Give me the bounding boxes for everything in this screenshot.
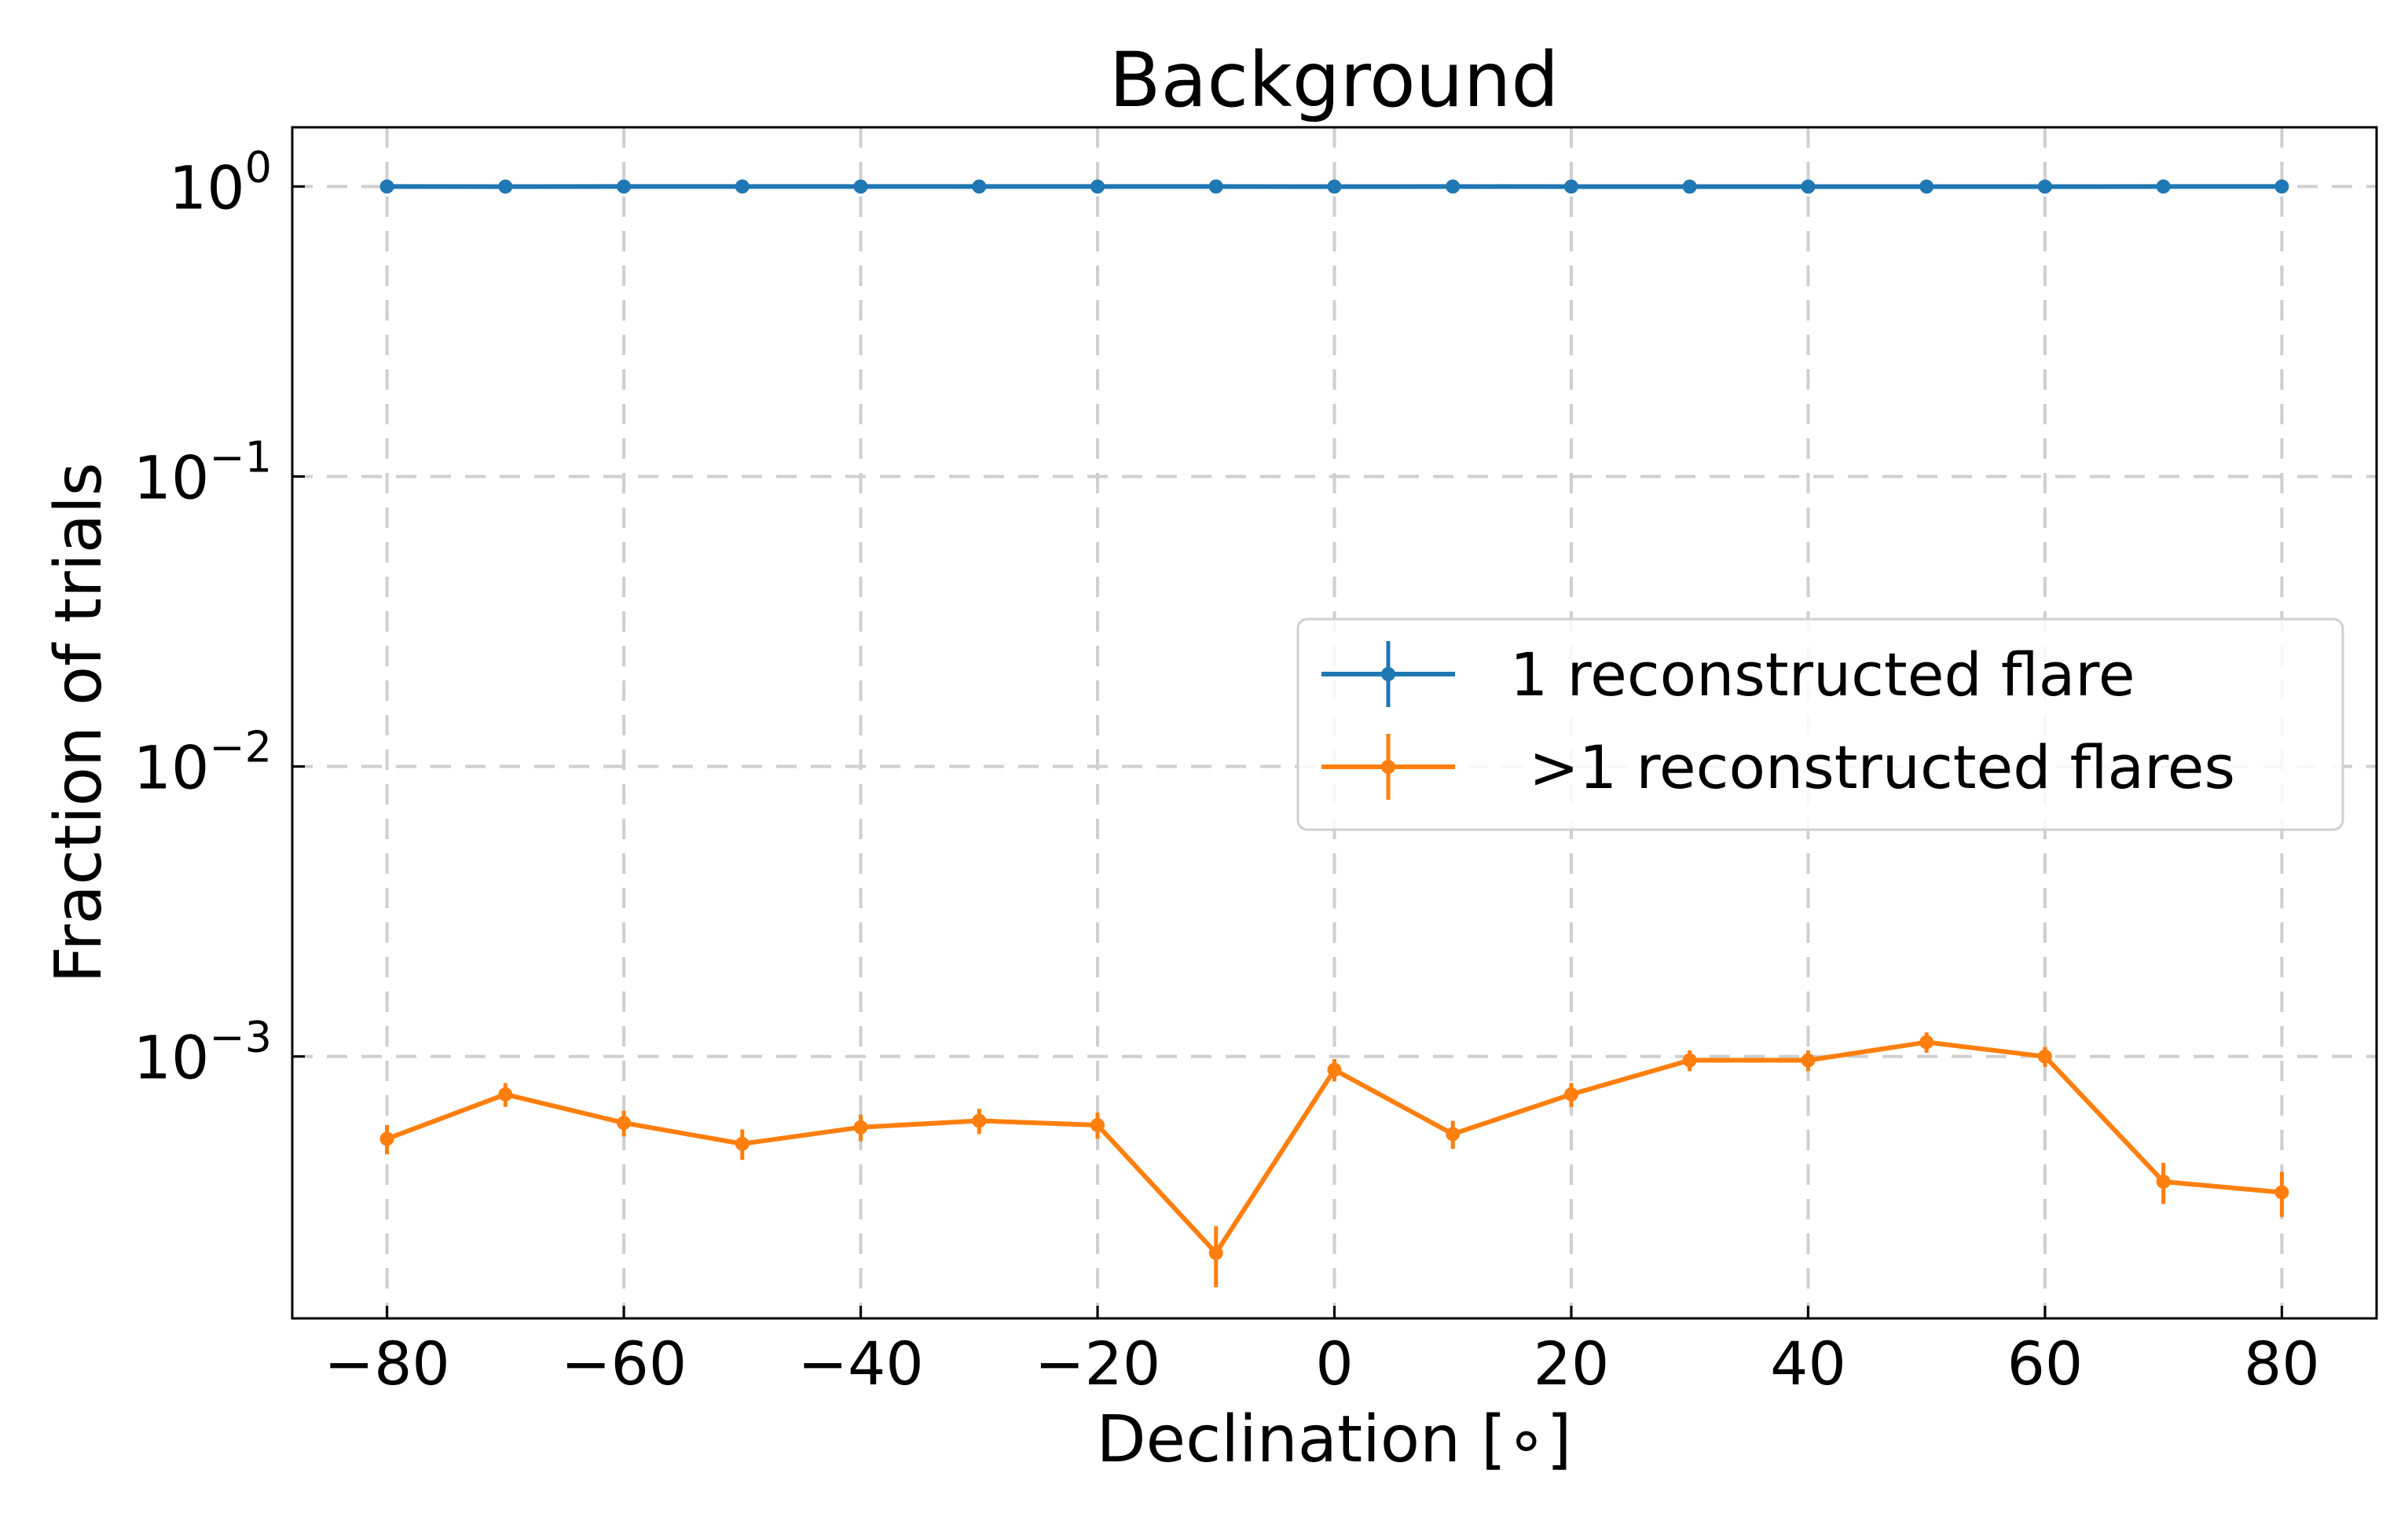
data-point [2156,1175,2171,1190]
y-axis-label: Fraction of trials [42,463,116,984]
data-point [1682,1053,1697,1068]
y-tick-label: 10−2 [134,723,272,803]
data-point [2037,1049,2052,1064]
data-point [1090,179,1105,194]
data-point [498,179,513,194]
data-point [1919,179,1934,194]
data-point [1327,1062,1342,1077]
data-point [972,1113,987,1128]
data-point [379,1131,394,1146]
x-tick-label: 0 [1315,1329,1353,1399]
data-point [1563,179,1578,194]
data-point [2274,179,2289,194]
legend-swatch-marker [1381,760,1395,774]
y-tick-label: 10−1 [134,432,272,512]
data-point [2037,179,2052,194]
chart-title: Background [1109,36,1560,124]
data-point [1446,1127,1461,1142]
x-tick-label: 60 [2007,1329,2084,1399]
legend-label: >1 reconstructed flares [1510,732,2235,802]
legend-swatch-marker [1381,667,1395,681]
plot-series [379,179,2289,1288]
data-point [1208,179,1223,194]
legend-box [1296,618,2344,831]
x-axis-label: Declination [∘] [1097,1402,1572,1477]
data-point [379,179,394,194]
x-tick-label: 40 [1770,1329,1846,1399]
data-point [1919,1035,1934,1050]
data-point [1801,179,1816,194]
legend: 1 reconstructed flare >1 reconstructed f… [1296,618,2344,831]
legend-label: 1 reconstructed flare [1510,640,2135,709]
x-tick-label: 20 [1534,1329,1610,1399]
data-point [1208,1245,1223,1260]
data-point [1446,179,1461,194]
data-point [853,179,868,194]
data-point [2156,179,2171,194]
y-tick-label: 10−3 [134,1013,272,1093]
y-tick-label: 100 [169,142,272,222]
axis-ticks: −80 −60 −40 −20 0 20 40 60 80 100 10−1 10−2 10−3 [134,142,2320,1399]
data-point [853,1120,868,1135]
data-point [498,1087,513,1102]
data-point [735,179,750,194]
data-point [1327,179,1342,194]
x-tick-label: −40 [797,1329,923,1399]
x-tick-label: −60 [561,1329,687,1399]
data-point [617,1116,632,1131]
x-tick-label: −80 [324,1329,449,1399]
data-point [1682,179,1697,194]
x-tick-label: 80 [2244,1329,2320,1399]
data-point [1563,1087,1578,1102]
data-point [1090,1117,1105,1132]
data-point [2274,1185,2289,1200]
data-point [972,179,987,194]
x-tick-label: −20 [1035,1329,1160,1399]
data-point [1801,1053,1816,1068]
data-point [735,1136,750,1151]
data-point [617,179,632,194]
